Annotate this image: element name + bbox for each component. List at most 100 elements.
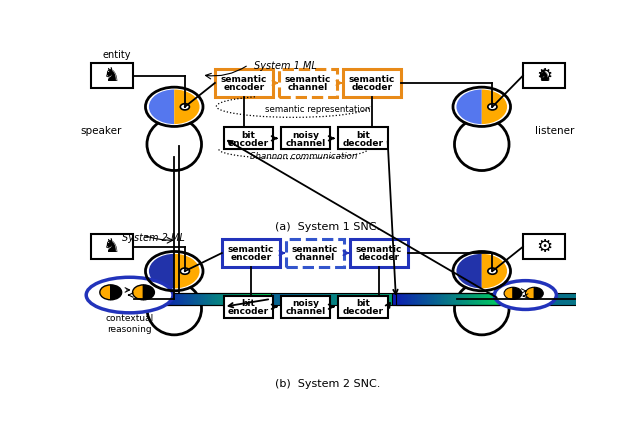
Bar	[184, 293, 188, 305]
Text: channel: channel	[295, 253, 335, 262]
Text: ♞: ♞	[103, 66, 121, 85]
Bar	[224, 293, 225, 305]
Bar	[446, 293, 451, 305]
Bar	[220, 293, 225, 305]
Bar	[472, 293, 476, 305]
Bar	[243, 293, 244, 305]
Bar	[197, 293, 198, 305]
Ellipse shape	[147, 282, 202, 335]
Bar	[237, 293, 238, 305]
Bar	[182, 293, 184, 305]
Bar	[170, 293, 171, 305]
Bar	[455, 293, 457, 305]
Bar	[422, 293, 426, 305]
Bar	[476, 293, 481, 305]
Bar	[486, 293, 488, 305]
Bar	[205, 293, 207, 305]
Bar	[260, 293, 261, 305]
Bar	[417, 293, 422, 305]
Bar	[467, 293, 468, 305]
Bar	[170, 293, 175, 305]
Bar	[245, 293, 246, 305]
Bar	[271, 293, 275, 305]
Bar	[470, 293, 471, 305]
Bar	[488, 293, 490, 305]
Bar	[478, 293, 483, 305]
Bar	[376, 293, 380, 305]
Bar	[298, 293, 303, 305]
Bar	[408, 293, 410, 305]
Bar	[583, 293, 588, 305]
Bar	[344, 293, 348, 305]
Bar	[441, 293, 442, 305]
Text: speaker: speaker	[80, 126, 122, 136]
Bar	[497, 293, 501, 305]
Bar	[449, 293, 451, 305]
Bar	[485, 293, 486, 305]
Bar	[230, 293, 231, 305]
Bar	[433, 293, 434, 305]
Text: entity: entity	[103, 50, 131, 60]
Bar	[211, 293, 212, 305]
Bar	[597, 293, 602, 305]
Bar	[307, 293, 312, 305]
Bar	[244, 293, 245, 305]
Bar	[181, 293, 182, 305]
Bar	[186, 293, 187, 305]
Bar	[385, 293, 390, 305]
Bar	[440, 293, 441, 305]
Bar	[538, 293, 542, 305]
Bar	[321, 293, 326, 305]
Text: decoder: decoder	[342, 139, 383, 147]
Circle shape	[453, 87, 511, 126]
Bar	[177, 293, 179, 305]
Bar	[519, 293, 524, 305]
Text: channel: channel	[285, 139, 326, 147]
Bar	[158, 293, 160, 305]
Bar	[477, 293, 478, 305]
Bar	[232, 293, 234, 305]
Bar	[469, 293, 474, 305]
Bar	[579, 293, 583, 305]
Bar	[399, 293, 401, 305]
Bar	[193, 293, 194, 305]
Bar	[574, 293, 579, 305]
Bar	[435, 293, 436, 305]
Bar	[255, 293, 257, 305]
Text: listener: listener	[536, 126, 575, 136]
Bar	[412, 293, 417, 305]
Bar	[171, 293, 173, 305]
Text: encoder: encoder	[230, 253, 272, 262]
Bar	[166, 293, 170, 305]
Circle shape	[453, 252, 511, 291]
Bar	[214, 293, 215, 305]
Bar	[467, 293, 472, 305]
Bar	[485, 293, 490, 305]
Bar	[479, 293, 481, 305]
Bar	[404, 293, 405, 305]
Bar	[208, 293, 210, 305]
Bar	[268, 293, 269, 305]
Bar	[269, 293, 271, 305]
Bar	[188, 293, 193, 305]
Text: semantic: semantic	[221, 75, 268, 84]
Bar	[401, 293, 403, 305]
Bar	[433, 293, 437, 305]
Ellipse shape	[147, 118, 202, 171]
Bar	[362, 293, 367, 305]
Bar	[371, 293, 376, 305]
Bar	[200, 293, 201, 305]
Bar	[222, 239, 280, 267]
Bar	[167, 293, 168, 305]
Bar	[523, 234, 565, 260]
Bar	[252, 293, 257, 305]
Bar	[444, 293, 449, 305]
Text: bit: bit	[356, 299, 370, 308]
Bar	[428, 293, 429, 305]
Bar	[465, 293, 469, 305]
Bar	[449, 293, 453, 305]
Bar	[168, 293, 170, 305]
Bar	[455, 293, 460, 305]
Bar	[284, 293, 289, 305]
Bar	[620, 293, 625, 305]
